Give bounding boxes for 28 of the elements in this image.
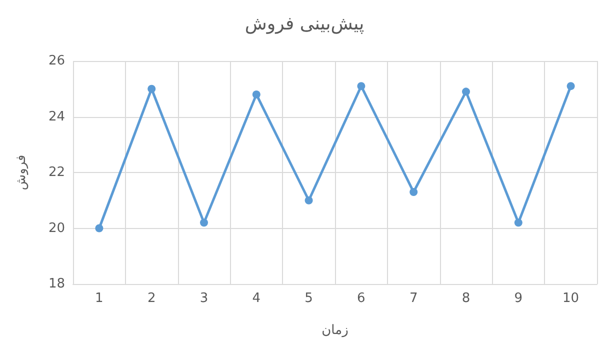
x-tick-label: 10 — [562, 291, 580, 306]
x-tick-label: 6 — [357, 291, 366, 306]
x-tick-label: 4 — [252, 291, 261, 306]
point — [95, 224, 104, 232]
x-tick-label: 2 — [147, 291, 156, 306]
point — [148, 84, 156, 93]
point — [514, 218, 522, 227]
y-tick-label: 26 — [48, 54, 65, 68]
y-axis-title: فروش — [14, 154, 29, 190]
y-tick-label: 24 — [48, 109, 65, 124]
x-tick-label: 8 — [462, 291, 470, 306]
y-tick-label: 20 — [48, 220, 65, 236]
x-axis-title: زمان — [322, 323, 348, 338]
x-tick-label: 5 — [304, 291, 313, 306]
point — [410, 188, 418, 196]
x-tick-label: 7 — [409, 291, 418, 306]
point — [200, 218, 208, 227]
point — [357, 82, 366, 90]
point — [304, 196, 313, 204]
y-tick-label: 22 — [48, 165, 65, 180]
x-tick-label: 9 — [514, 291, 523, 306]
point — [462, 88, 470, 96]
y-tick-label: 18 — [48, 276, 65, 292]
chart-title: پیش‌بینی فروش — [244, 14, 364, 34]
x-tick-label: 3 — [200, 291, 208, 306]
point — [252, 90, 260, 98]
x-tick-label: 1 — [95, 291, 104, 306]
point — [566, 82, 575, 90]
